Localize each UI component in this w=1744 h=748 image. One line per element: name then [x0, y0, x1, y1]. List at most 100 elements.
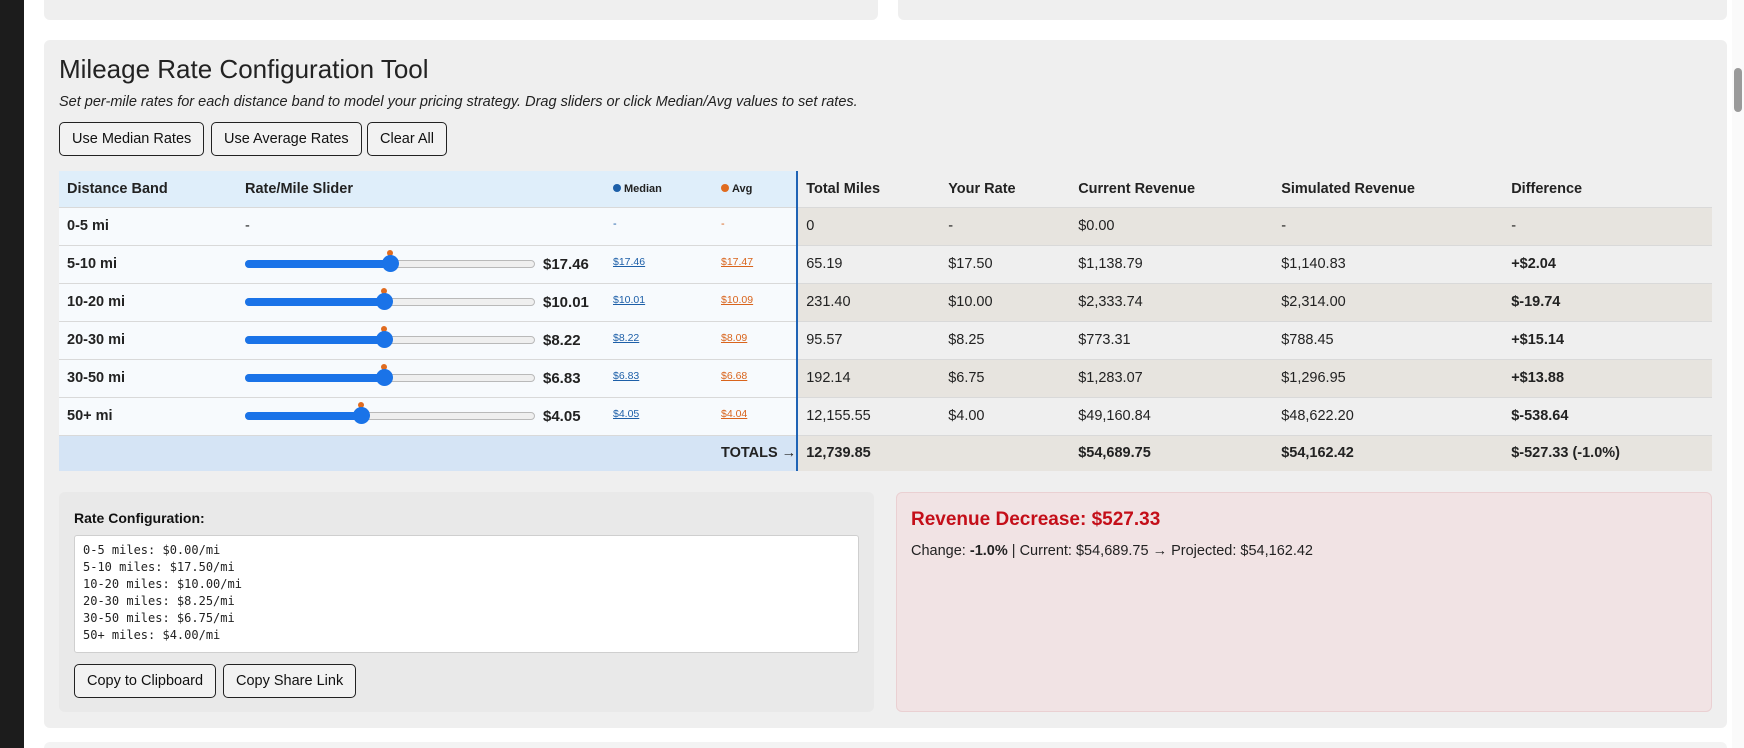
totals-label: TOTALS →: [713, 434, 798, 471]
rate-slider[interactable]: [245, 250, 535, 274]
revenue-result-title: Revenue Decrease: $527.33: [911, 509, 1161, 530]
slider-thumb[interactable]: [376, 293, 394, 310]
current-revenue: $0.00: [1070, 206, 1274, 245]
rate-configuration-label: Rate Configuration:: [74, 510, 205, 526]
previous-card-right: [898, 0, 1727, 20]
simulated-revenue: $1,140.83: [1273, 244, 1504, 283]
use-median-rates-button[interactable]: Use Median Rates: [59, 122, 205, 156]
rates-table: Distance Band Rate/Mile Slider Median Av…: [59, 171, 1712, 471]
rate-configuration-panel: Rate Configuration: 0-5 miles: $0.00/mi …: [59, 492, 874, 712]
rate-slider[interactable]: [245, 326, 535, 350]
col-difference: Difference: [1503, 171, 1712, 207]
clear-all-button[interactable]: Clear All: [367, 122, 447, 156]
current-revenue: $773.31: [1070, 320, 1274, 359]
median-link[interactable]: $10.01: [613, 293, 646, 306]
total-miles: 192.14: [796, 358, 941, 397]
total-miles: 65.19: [796, 244, 941, 283]
your-rate: $6.75: [940, 358, 1071, 397]
slider-value: $17.46: [543, 255, 589, 273]
scrollbar-thumb[interactable]: [1734, 68, 1742, 112]
col-total-miles: Total Miles: [796, 171, 941, 207]
avg-marker-icon: [387, 250, 393, 256]
median-value: -: [613, 217, 617, 230]
median-link[interactable]: $6.83: [613, 369, 640, 382]
use-average-rates-button[interactable]: Use Average Rates: [211, 122, 362, 156]
simulated-revenue: $1,296.95: [1273, 358, 1504, 397]
simulated-revenue: $48,622.20: [1273, 396, 1504, 435]
copy-share-link-button[interactable]: Copy Share Link: [223, 664, 357, 698]
median-legend-label: Median: [624, 182, 662, 195]
totals-difference: $-527.33 (-1.0%): [1503, 434, 1712, 471]
avg-legend-label: Avg: [732, 182, 753, 195]
table-header-row: Distance Band Rate/Mile Slider Median Av…: [59, 171, 1712, 207]
median-link[interactable]: $17.46: [613, 255, 646, 268]
next-card: [44, 742, 1727, 748]
table-row: 30-50 mi $6.83 $6.83 $6.68 192.14 $6.75 …: [59, 358, 1712, 397]
avg-link[interactable]: $8.09: [721, 331, 748, 344]
current-revenue: $49,160.84: [1070, 396, 1274, 435]
col-rate-slider: Rate/Mile Slider: [237, 171, 605, 207]
median-legend-icon: [613, 183, 621, 192]
difference: +$2.04: [1503, 244, 1712, 283]
totals-row: TOTALS → 12,739.85 $54,689.75 $54,162.42…: [59, 434, 1712, 471]
median-link[interactable]: $4.05: [613, 407, 640, 420]
slider-value: $6.83: [543, 369, 581, 387]
your-rate: $17.50: [940, 244, 1071, 283]
slider-thumb[interactable]: [376, 331, 394, 348]
left-window-edge: [0, 0, 24, 748]
page-title: Mileage Rate Configuration Tool: [59, 54, 429, 84]
band-label: 30-50 mi: [59, 358, 237, 397]
table-row: 50+ mi $4.05 $4.05 $4.04 12,155.55 $4.00…: [59, 396, 1712, 435]
median-link[interactable]: $8.22: [613, 331, 640, 344]
slider-thumb[interactable]: [382, 255, 399, 272]
page-subtitle: Set per-mile rates for each distance ban…: [59, 94, 858, 110]
col-median: Median: [605, 171, 713, 207]
avg-link[interactable]: $6.68: [721, 369, 748, 382]
your-rate: $4.00: [940, 396, 1071, 435]
rate-slider[interactable]: [245, 402, 535, 426]
band-label: 0-5 mi: [59, 206, 237, 245]
band-label: 10-20 mi: [59, 282, 237, 321]
current-revenue: $2,333.74: [1070, 282, 1274, 321]
avg-marker-icon: [381, 326, 388, 332]
slider-thumb[interactable]: [376, 369, 394, 386]
current-revenue: $1,283.07: [1070, 358, 1274, 397]
revenue-result-panel: Revenue Decrease: $527.33 Change: -1.0% …: [896, 492, 1712, 712]
previous-card-left: [44, 0, 878, 20]
simulated-revenue: $2,314.00: [1273, 282, 1504, 321]
totals-miles: 12,739.85: [796, 434, 941, 471]
totals-current-revenue: $54,689.75: [1070, 434, 1274, 471]
slider-value: $4.05: [543, 407, 581, 425]
table-row: 10-20 mi $10.01 $10.01 $10.09 231.40 $10…: [59, 282, 1712, 321]
totals-simulated-revenue: $54,162.42: [1273, 434, 1504, 471]
rate-slider[interactable]: [245, 288, 535, 312]
difference: $-538.64: [1503, 396, 1712, 435]
copy-to-clipboard-button[interactable]: Copy to Clipboard: [74, 664, 217, 698]
col-avg: Avg: [713, 171, 798, 207]
band-label: 50+ mi: [59, 396, 237, 435]
simulated-revenue: -: [1273, 206, 1504, 245]
avg-link[interactable]: $10.09: [721, 293, 754, 306]
band-label: 20-30 mi: [59, 320, 237, 359]
avg-link[interactable]: $4.04: [721, 407, 748, 420]
table-row: 0-5 mi - - - 0 - $0.00 - -: [59, 206, 1712, 245]
current-revenue: $1,138.79: [1070, 244, 1274, 283]
col-current-revenue: Current Revenue: [1070, 171, 1274, 207]
total-miles: 0: [796, 206, 941, 245]
col-simulated-revenue: Simulated Revenue: [1273, 171, 1504, 207]
slider-thumb[interactable]: [353, 407, 370, 424]
your-rate: $8.25: [940, 320, 1071, 359]
avg-marker-icon: [381, 364, 388, 370]
revenue-result-summary: Change: -1.0% | Current: $54,689.75 → Pr…: [911, 543, 1313, 559]
avg-marker-icon: [358, 402, 364, 408]
scrollbar[interactable]: [1732, 0, 1744, 748]
avg-link[interactable]: $17.47: [721, 255, 754, 268]
difference: $-19.74: [1503, 282, 1712, 321]
total-miles: 12,155.55: [796, 396, 941, 435]
rate-slider[interactable]: [245, 364, 535, 388]
slider-empty: -: [237, 206, 605, 245]
total-miles: 95.57: [796, 320, 941, 359]
slider-value: $10.01: [543, 293, 589, 311]
rate-configuration-text[interactable]: 0-5 miles: $0.00/mi 5-10 miles: $17.50/m…: [74, 535, 859, 653]
difference: -: [1503, 206, 1712, 245]
